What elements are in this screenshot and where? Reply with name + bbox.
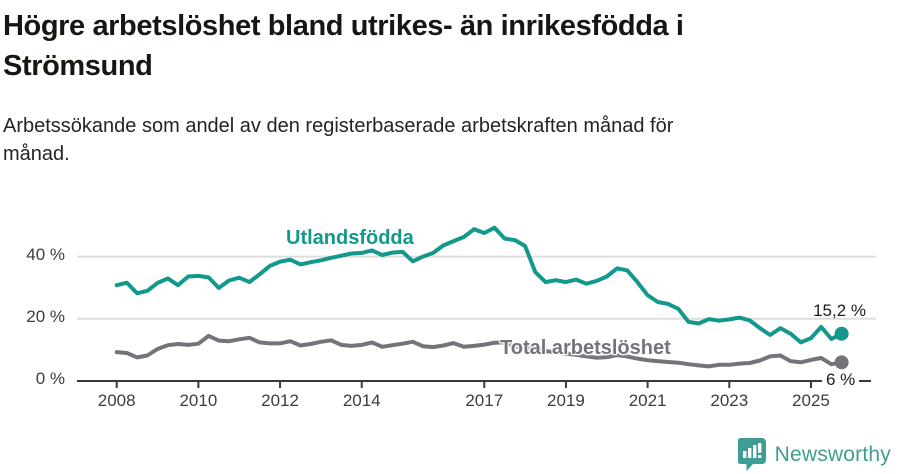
x-tick-label: 2025 [792,391,830,410]
series-label-total-arbetsloshet: Total arbetslöshet [500,337,671,359]
x-tick-label: 2021 [628,391,667,410]
series-end-dot [834,355,849,370]
page-title: Högre arbetslöshet bland utrikes- än inr… [3,10,684,82]
chart-subtitle: Arbetssökande som andel av den registerb… [3,115,674,165]
x-tick-label: 2023 [710,391,749,410]
series-end-dot [834,326,849,341]
end-value-label-utlandsfodda: 15,2 % [813,301,866,320]
line-series [114,333,844,369]
newsworthy-bar-chart-bubble-icon [736,438,767,471]
y-tick-label: 20 % [26,306,65,326]
series-label-utlandsfodda: Utlandsfödda [286,227,414,249]
end-value-label-total: 6 % [822,370,860,390]
x-tick-label: 2008 [97,391,136,410]
x-tick-label: 2010 [179,391,218,410]
y-tick-label: 0 % [35,369,65,388]
line-series [114,225,844,345]
newsworthy-logo[interactable]: Newsworthy [736,438,891,471]
x-tick-label: 2012 [261,391,299,410]
x-tick-label: 2014 [342,391,381,410]
newsworthy-logo-text: Newsworthy [774,442,891,466]
x-tick-label: 2017 [465,391,504,410]
y-tick-label: 40 % [26,244,65,264]
x-tick-label: 2019 [547,391,585,410]
